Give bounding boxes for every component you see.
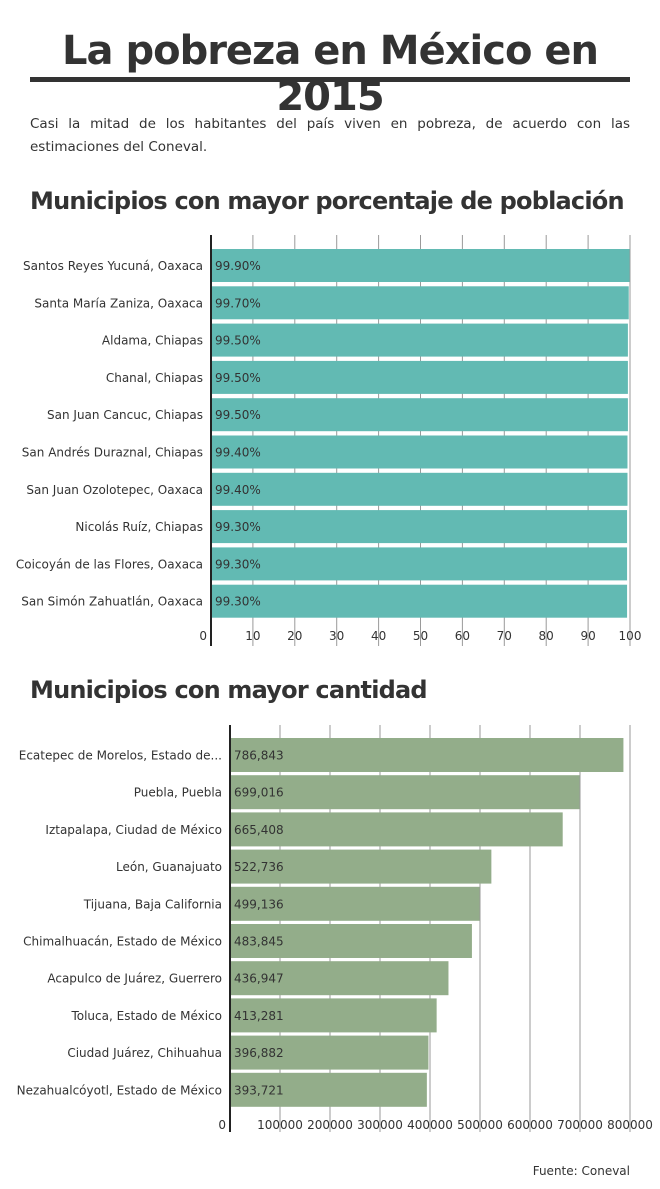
bar	[211, 286, 629, 320]
intro-text: Casi la mitad de los habitantes del país…	[30, 116, 630, 155]
chart-quantity: 786,843 Ecatepec de Morelos, Estado de...…	[17, 725, 653, 1132]
category-label: Chimalhuacán, Estado de México	[23, 935, 222, 949]
category-label: Chanal, Chiapas	[106, 371, 203, 385]
bar	[211, 510, 628, 544]
category-label: San Juan Ozolotepec, Oaxaca	[26, 483, 203, 497]
chart-percentage: 99.90% Santos Reyes Yucuná, Oaxaca 99.70% S…	[16, 235, 642, 646]
x-tick-label: 700000	[557, 1118, 603, 1132]
bar	[211, 249, 630, 282]
bar-value-label: 99.40%	[215, 483, 261, 497]
x-tick-label: 400000	[407, 1118, 453, 1132]
x-tick-label: 500000	[457, 1118, 503, 1132]
x-tick-label: 50	[413, 629, 428, 643]
category-label: Iztapalapa, Ciudad de México	[45, 823, 222, 837]
bar	[230, 812, 563, 847]
category-label: San Andrés Duraznal, Chiapas	[22, 446, 203, 460]
bar	[211, 323, 628, 357]
category-label: San Juan Cancuc, Chiapas	[47, 408, 203, 422]
bar	[230, 1035, 429, 1070]
bar-value-label: 396,882	[234, 1046, 284, 1060]
chart-1-title: Municipios con mayor porcentaje de pobla…	[30, 187, 625, 215]
bar	[211, 435, 628, 469]
bar	[230, 886, 480, 921]
bar-value-label: 99.30%	[215, 557, 261, 571]
category-label: San Simón Zahuatlán, Oaxaca	[21, 595, 203, 609]
bar	[211, 584, 628, 618]
category-label: Santos Reyes Yucuná, Oaxaca	[23, 259, 203, 273]
x-tick-label: 40	[371, 629, 386, 643]
bar	[230, 998, 437, 1033]
bar	[211, 360, 628, 394]
x-tick-label: 20	[287, 629, 302, 643]
bar-value-label: 786,843	[234, 749, 284, 763]
category-label: León, Guanajuato	[116, 860, 222, 874]
x-tick-label: 80	[539, 629, 554, 643]
category-label: Ciudad Juárez, Chihuahua	[67, 1046, 222, 1060]
bar-value-label: 522,736	[234, 860, 284, 874]
bar-value-label: 99.50%	[215, 371, 261, 385]
source-note: Fuente: Coneval	[532, 1164, 630, 1178]
bar-value-label: 99.50%	[215, 408, 261, 422]
x-tick-label: 100000	[257, 1118, 303, 1132]
bar	[211, 398, 628, 432]
bar	[230, 849, 492, 884]
bar-value-label: 413,281	[234, 1009, 284, 1023]
bar-value-label: 436,947	[234, 972, 284, 986]
bar-value-label: 393,721	[234, 1083, 284, 1097]
category-label: Nezahualcóyotl, Estado de México	[17, 1083, 222, 1097]
title-divider	[30, 77, 630, 82]
bar-value-label: 699,016	[234, 786, 284, 800]
bar-value-label: 99.40%	[215, 446, 261, 460]
x-tick-label: 800000	[607, 1118, 653, 1132]
bar-value-label: 99.90%	[215, 259, 261, 273]
bar	[230, 961, 449, 996]
x-tick-label: 200000	[307, 1118, 353, 1132]
bar	[211, 472, 628, 506]
category-label: Toluca, Estado de México	[70, 1009, 222, 1023]
bar	[230, 924, 472, 958]
x-tick-label: 70	[497, 629, 512, 643]
x-tick-label: 600000	[507, 1118, 553, 1132]
x-tick-label: 100	[619, 629, 642, 643]
category-label: Ecatepec de Morelos, Estado de...	[19, 749, 222, 763]
bar	[230, 1072, 427, 1107]
category-label: Puebla, Puebla	[134, 786, 222, 800]
bar-value-label: 99.50%	[215, 334, 261, 348]
bar	[211, 547, 628, 581]
x-tick-label: 0	[199, 629, 207, 643]
bar-value-label: 99.30%	[215, 520, 261, 534]
category-label: Tijuana, Baja California	[83, 897, 222, 911]
chart-2-title: Municipios con mayor cantidad	[30, 676, 428, 704]
x-tick-label: 30	[329, 629, 344, 643]
category-label: Aldama, Chiapas	[102, 334, 203, 348]
category-label: Coicoyán de las Flores, Oaxaca	[16, 557, 203, 571]
x-tick-label: 300000	[357, 1118, 403, 1132]
category-label: Acapulco de Juárez, Guerrero	[47, 972, 222, 986]
bar-value-label: 665,408	[234, 823, 284, 837]
x-tick-label: 60	[455, 629, 470, 643]
bar-value-label: 99.30%	[215, 595, 261, 609]
x-tick-label: 10	[245, 629, 260, 643]
bar-value-label: 483,845	[234, 935, 284, 949]
page-title: La pobreza en México en 2015	[62, 28, 599, 120]
category-label: Nicolás Ruíz, Chiapas	[75, 520, 203, 534]
x-tick-label: 0	[218, 1118, 226, 1132]
bar-value-label: 99.70%	[215, 296, 261, 310]
x-tick-label: 90	[580, 629, 595, 643]
bar	[230, 738, 624, 772]
category-label: Santa María Zaniza, Oaxaca	[34, 296, 203, 310]
bar-value-label: 499,136	[234, 897, 284, 911]
bar	[230, 775, 580, 810]
